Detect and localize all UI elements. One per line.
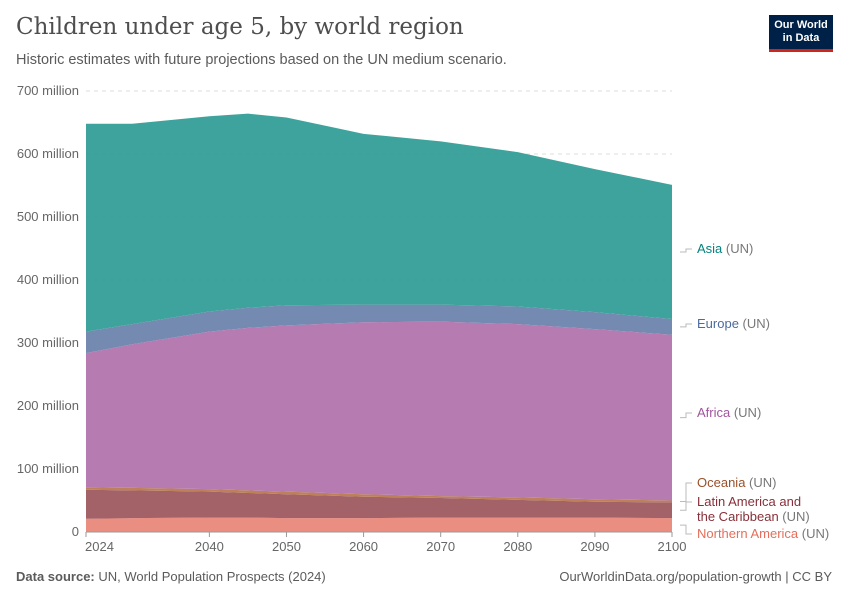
chart-title: Children under age 5, by world region: [16, 14, 464, 40]
series-label: Latin America and the Caribbean (UN): [697, 494, 810, 524]
x-tick-label: 2080: [503, 539, 532, 554]
owid-logo[interactable]: Our World in Data: [769, 15, 833, 52]
y-tick-label: 300 million: [17, 335, 79, 350]
data-source: Data source: UN, World Population Prospe…: [16, 569, 326, 584]
y-tick-label: 500 million: [17, 209, 79, 224]
label-connector: [680, 524, 692, 535]
series-label: Europe (UN): [697, 316, 770, 331]
x-tick-label: 2060: [349, 539, 378, 554]
source-url[interactable]: OurWorldinData.org/population-growth | C…: [559, 569, 832, 584]
y-tick-label: 0: [72, 524, 79, 539]
x-tick-label: 2070: [426, 539, 455, 554]
area-oceania: [86, 487, 672, 503]
area-northern-america: [86, 517, 672, 532]
y-tick-label: 700 million: [17, 83, 79, 98]
label-connector: [680, 482, 692, 502]
x-tick-label: 2090: [580, 539, 609, 554]
series-label: Northern America (UN): [697, 526, 829, 541]
x-tick-label: 2040: [195, 539, 224, 554]
area-africa: [86, 321, 672, 501]
area-latin-america-and-the-caribbean: [86, 489, 672, 519]
y-tick-label: 400 million: [17, 272, 79, 287]
source-text: UN, World Population Prospects (2024): [98, 569, 326, 584]
label-connector: [680, 501, 692, 511]
label-connector: [680, 323, 692, 328]
x-tick-label: 2024: [85, 539, 114, 554]
source-label: Data source:: [16, 569, 95, 584]
series-label: Asia (UN): [697, 241, 753, 256]
x-tick-label: 2100: [658, 539, 687, 554]
series-label: Africa (UN): [697, 405, 761, 420]
x-tick-label: 2050: [272, 539, 301, 554]
series-label: Oceania (UN): [697, 475, 776, 490]
label-connector: [680, 412, 692, 419]
chart-subtitle: Historic estimates with future projectio…: [16, 52, 507, 68]
label-connector: [680, 248, 692, 253]
area-asia: [86, 113, 672, 332]
y-tick-label: 600 million: [17, 146, 79, 161]
area-europe: [86, 304, 672, 354]
y-tick-label: 200 million: [17, 398, 79, 413]
y-tick-label: 100 million: [17, 461, 79, 476]
